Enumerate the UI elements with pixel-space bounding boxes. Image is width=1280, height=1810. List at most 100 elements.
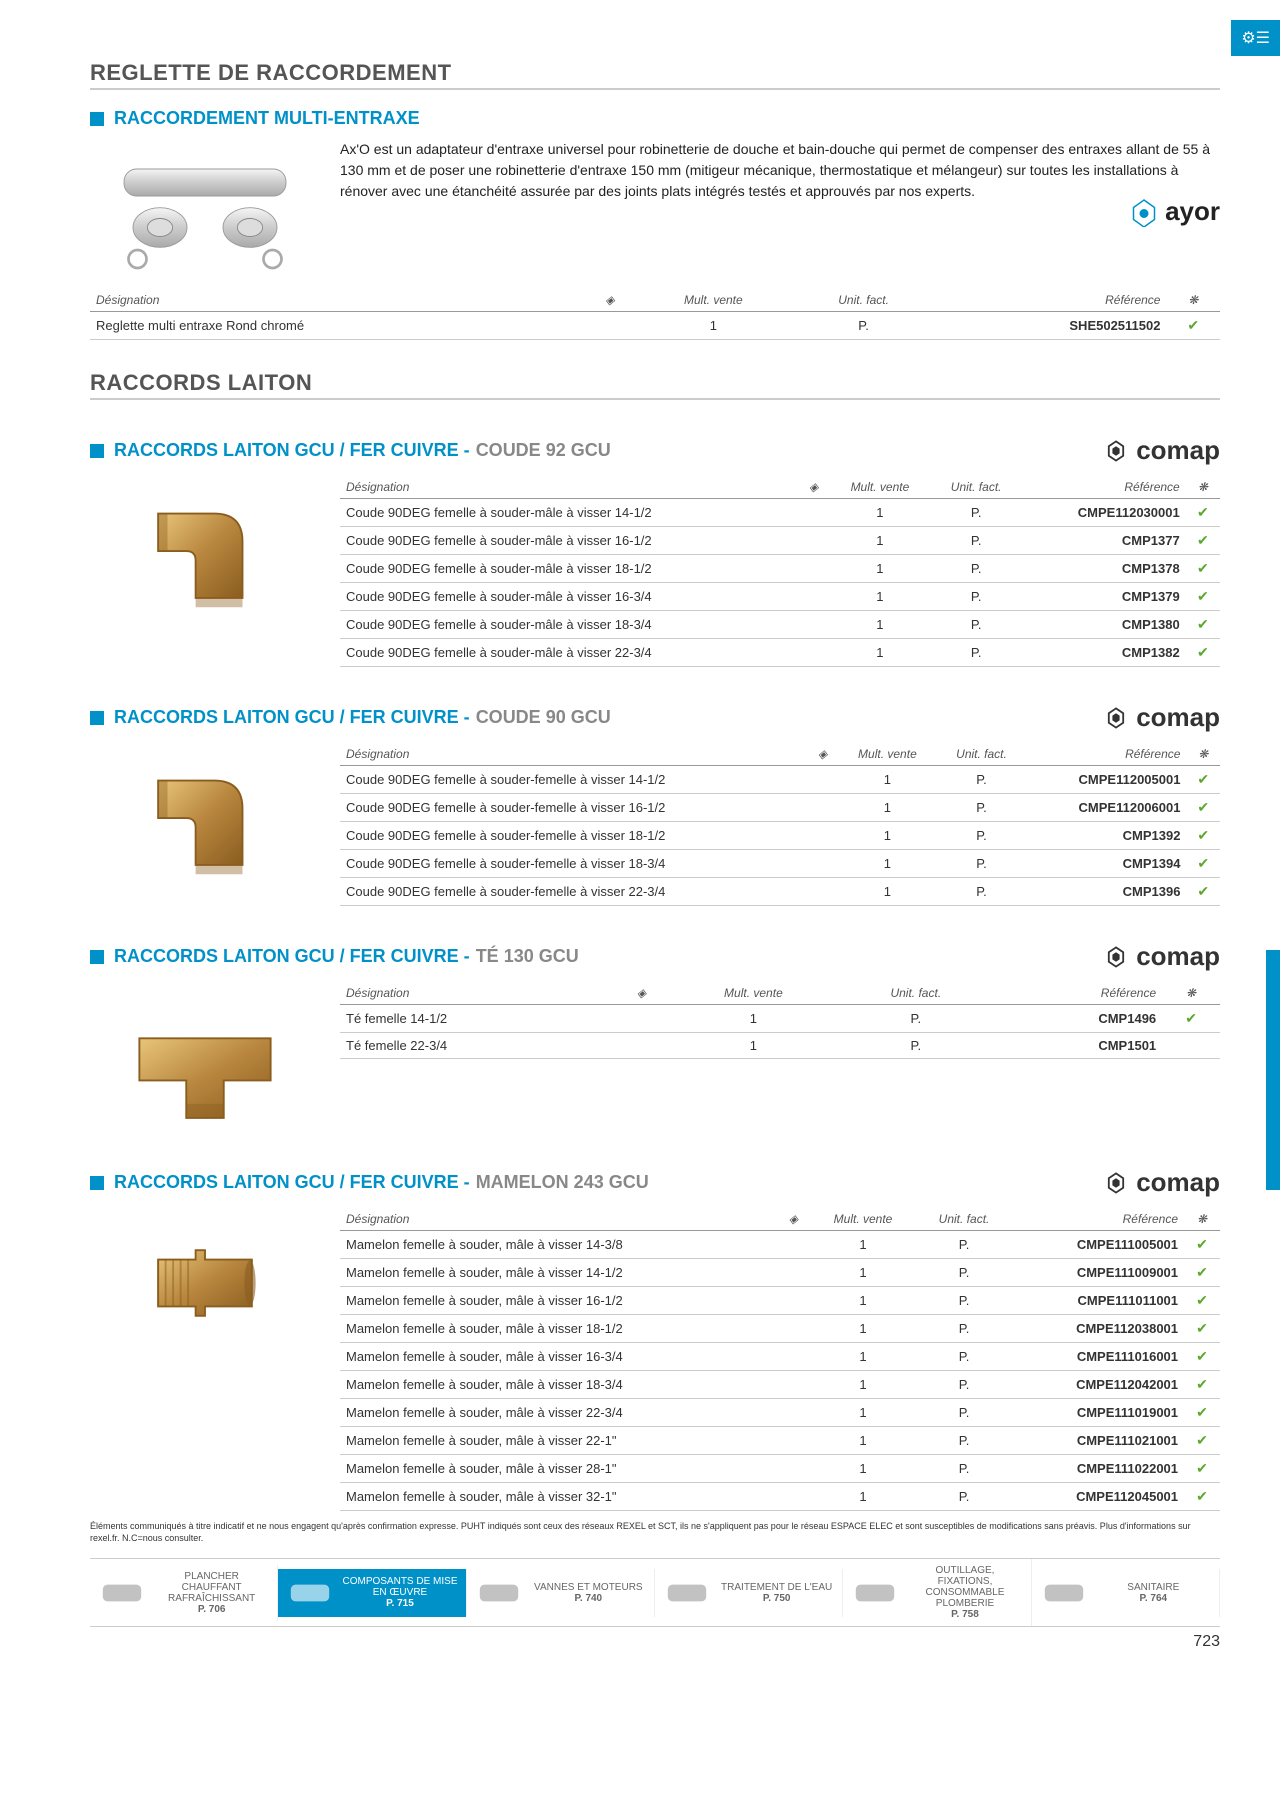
cell-unit: P.: [839, 1033, 992, 1059]
column-header: ❋: [1166, 289, 1220, 312]
product-title-1: RACCORDEMENT MULTI-ENTRAXE: [90, 108, 1220, 129]
cell-mult: 1: [667, 1033, 839, 1059]
cell-unit: P.: [917, 1427, 1012, 1455]
cell-unit: P.: [931, 527, 1021, 555]
cell-check: ✔: [1186, 878, 1220, 906]
cell-mult: 1: [838, 766, 938, 794]
cell-unit: P.: [917, 1371, 1012, 1399]
cell-unit: P.: [917, 1455, 1012, 1483]
nav-thumb-icon: [663, 1575, 711, 1611]
cell-reference: CMP1379: [1021, 583, 1185, 611]
table-row: Coude 90DEG femelle à souder-femelle à v…: [340, 878, 1220, 906]
column-header: Mult. vente: [667, 982, 839, 1005]
bottom-navigation: PLANCHER CHAUFFANT RAFRAÎCHISSANTP. 706 C…: [90, 1558, 1220, 1627]
nav-label: SANITAIREP. 764: [1096, 1582, 1211, 1604]
table-row: Mamelon femelle à souder, mâle à visser …: [340, 1287, 1220, 1315]
cell-reference: CMPE111009001: [1011, 1259, 1184, 1287]
table-row: Mamelon femelle à souder, mâle à visser …: [340, 1399, 1220, 1427]
nav-thumb-icon: [851, 1575, 899, 1611]
cell-check: ✔: [1166, 312, 1220, 340]
cell-unit: P.: [917, 1259, 1012, 1287]
cell-designation: Mamelon femelle à souder, mâle à visser …: [340, 1483, 777, 1511]
cell-check: ✔: [1162, 1005, 1220, 1033]
product-name-blue: RACCORDS LAITON GCU / FER CUIVRE -: [114, 440, 470, 461]
cell-mult: 1: [829, 611, 931, 639]
nav-label: COMPOSANTS DE MISE EN ŒUVREP. 715: [342, 1576, 457, 1609]
cell-designation: Mamelon femelle à souder, mâle à visser …: [340, 1287, 777, 1315]
table-row: Mamelon femelle à souder, mâle à visser …: [340, 1231, 1220, 1259]
nav-item[interactable]: SANITAIREP. 764: [1032, 1569, 1220, 1617]
cell-unit: P.: [937, 766, 1025, 794]
cell-wifi: [777, 1371, 809, 1399]
cell-unit: P.: [917, 1343, 1012, 1371]
cell-wifi: [777, 1427, 809, 1455]
cell-designation: Coude 90DEG femelle à souder-mâle à viss…: [340, 499, 798, 527]
cell-mult: 1: [809, 1315, 916, 1343]
cell-wifi: [777, 1343, 809, 1371]
cell-designation: Mamelon femelle à souder, mâle à visser …: [340, 1455, 777, 1483]
cell-check: ✔: [1184, 1371, 1220, 1399]
table-row: Coude 90DEG femelle à souder-femelle à v…: [340, 850, 1220, 878]
nav-item[interactable]: OUTILLAGE, FIXATIONS, CONSOMMABLE PLOMBE…: [843, 1559, 1031, 1626]
cell-wifi: [808, 850, 838, 878]
nav-thumb-icon: [98, 1575, 146, 1611]
nav-item[interactable]: VANNES ET MOTEURSP. 740: [467, 1569, 655, 1617]
cell-wifi: [798, 527, 829, 555]
cell-unit: P.: [917, 1399, 1012, 1427]
cell-designation: Mamelon femelle à souder, mâle à visser …: [340, 1315, 777, 1343]
bullet-icon: [90, 112, 104, 126]
table-row: Coude 90DEG femelle à souder-mâle à viss…: [340, 555, 1220, 583]
cell-designation: Coude 90DEG femelle à souder-mâle à viss…: [340, 555, 798, 583]
column-header: Désignation: [90, 289, 586, 312]
nav-item[interactable]: TRAITEMENT DE L'EAUP. 750: [655, 1569, 843, 1617]
product-image-reglette: [90, 139, 320, 289]
cell-designation: Mamelon femelle à souder, mâle à visser …: [340, 1343, 777, 1371]
cell-designation: Reglette multi entraxe Rond chromé: [90, 312, 586, 340]
cell-wifi: [586, 312, 634, 340]
product-image: [90, 1208, 320, 1358]
cell-designation: Mamelon femelle à souder, mâle à visser …: [340, 1259, 777, 1287]
product-name-blue: RACCORDEMENT MULTI-ENTRAXE: [114, 108, 420, 129]
column-header: ◈: [586, 289, 634, 312]
cell-mult: 1: [829, 527, 931, 555]
cell-reference: CMP1501: [992, 1033, 1162, 1059]
cell-check: ✔: [1186, 499, 1220, 527]
cell-unit: P.: [937, 878, 1025, 906]
cell-reference: CMP1378: [1021, 555, 1185, 583]
product-image: [90, 743, 320, 893]
product-table: Désignation◈Mult. venteUnit. fact.Référe…: [340, 476, 1220, 667]
side-accent-bar: [1266, 950, 1280, 1190]
column-header: Unit. fact.: [937, 743, 1025, 766]
cell-unit: P.: [917, 1287, 1012, 1315]
table-row: Coude 90DEG femelle à souder-mâle à viss…: [340, 527, 1220, 555]
cell-check: ✔: [1184, 1483, 1220, 1511]
cell-mult: 1: [838, 878, 938, 906]
cell-mult: 1: [809, 1427, 916, 1455]
cell-designation: Coude 90DEG femelle à souder-femelle à v…: [340, 878, 808, 906]
product-table: Désignation◈Mult. venteUnit. fact.Référe…: [340, 743, 1220, 906]
category-tab-icon: ⚙☰: [1231, 20, 1280, 56]
cell-unit: P.: [931, 499, 1021, 527]
table-row: Reglette multi entraxe Rond chromé 1 P. …: [90, 312, 1220, 340]
table-row: Coude 90DEG femelle à souder-mâle à viss…: [340, 499, 1220, 527]
nav-label: VANNES ET MOTEURSP. 740: [531, 1582, 646, 1604]
cell-unit: P.: [931, 555, 1021, 583]
cell-reference: CMPE112042001: [1011, 1371, 1184, 1399]
brand-logo-comap: comap: [1104, 702, 1220, 733]
table-row: Coude 90DEG femelle à souder-mâle à viss…: [340, 583, 1220, 611]
cell-reference: SHE502511502: [934, 312, 1166, 340]
cell-mult: 1: [809, 1259, 916, 1287]
column-header: Référence: [1026, 743, 1187, 766]
nav-item[interactable]: PLANCHER CHAUFFANT RAFRAÎCHISSANTP. 706: [90, 1565, 278, 1621]
cell-wifi: [808, 794, 838, 822]
brand-logo-comap: comap: [1104, 435, 1220, 466]
cell-mult: 1: [829, 555, 931, 583]
column-header: Désignation: [340, 1208, 777, 1231]
cell-designation: Coude 90DEG femelle à souder-femelle à v…: [340, 766, 808, 794]
cell-mult: 1: [838, 850, 938, 878]
cell-reference: CMPE111016001: [1011, 1343, 1184, 1371]
cell-check: ✔: [1186, 850, 1220, 878]
cell-reference: CMPE112030001: [1021, 499, 1185, 527]
cell-unit: P.: [937, 822, 1025, 850]
nav-item[interactable]: COMPOSANTS DE MISE EN ŒUVREP. 715: [278, 1569, 466, 1617]
